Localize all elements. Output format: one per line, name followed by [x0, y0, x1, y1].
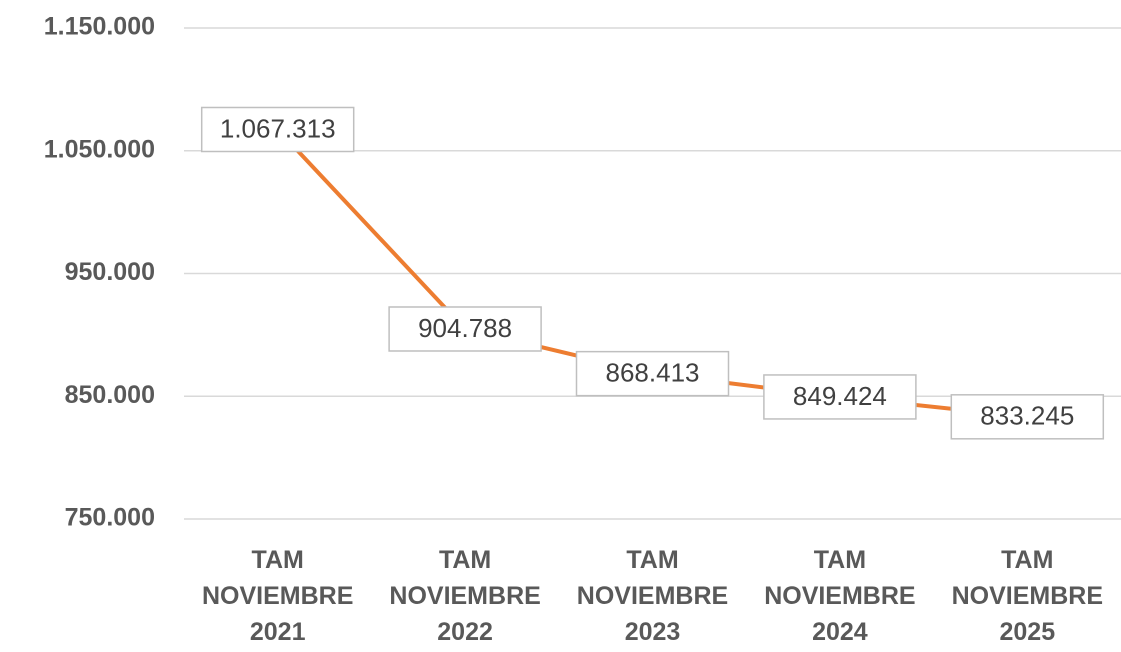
- grid: [184, 27, 1121, 520]
- y-tick-label: 950.000: [65, 258, 155, 286]
- data-label: 849.424: [793, 381, 887, 411]
- data-label: 868.413: [606, 358, 700, 388]
- x-tick-label: TAM NOVIEMBRE 2022: [389, 546, 541, 646]
- data-label: 904.788: [418, 313, 512, 343]
- data-label: 833.245: [980, 401, 1074, 431]
- data-label: 1.067.313: [220, 113, 336, 143]
- data-label-box: [950, 394, 1105, 440]
- y-tick-label: 1.150.000: [44, 13, 155, 41]
- x-tick-label: TAM NOVIEMBRE 2025: [951, 546, 1103, 646]
- x-tick-label: TAM NOVIEMBRE 2023: [576, 546, 729, 646]
- x-tick-label: TAM NOVIEMBRE 2024: [764, 546, 916, 646]
- data-label-box: [388, 306, 542, 352]
- x-tick-label: TAM NOVIEMBRE 2021: [201, 546, 354, 646]
- data-label-box: [575, 350, 730, 397]
- data-label-box: [763, 374, 917, 420]
- y-tick-label: 750.000: [65, 504, 155, 532]
- y-tick-label: 1.050.000: [44, 135, 155, 163]
- data-label-box: [200, 106, 355, 153]
- y-tick-label: 850.000: [65, 381, 155, 409]
